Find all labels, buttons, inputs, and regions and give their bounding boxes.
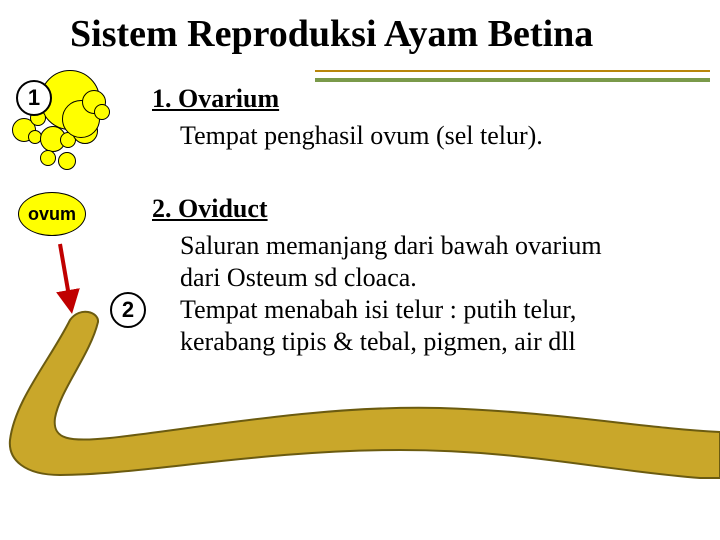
section2-heading: 2. Oviduct <box>152 194 268 224</box>
section2-line2: dari Osteum sd cloaca. <box>180 262 417 295</box>
callout-1-text: 1 <box>28 85 40 111</box>
page-title: Sistem Reproduksi Ayam Betina <box>70 12 593 56</box>
decorative-rule-bottom <box>315 78 710 82</box>
oviduct-shape <box>0 300 720 500</box>
ovum-label-text: ovum <box>28 204 76 224</box>
ovum-label: ovum <box>18 192 86 236</box>
section1-heading: 1. Ovarium <box>152 84 279 114</box>
follicle <box>40 150 56 166</box>
section1-body: Tempat penghasil ovum (sel telur). <box>180 120 543 153</box>
follicle <box>58 152 76 170</box>
section2-line1: Saluran memanjang dari bawah ovarium <box>180 230 602 263</box>
callout-1: 1 <box>16 80 52 116</box>
decorative-rule-top <box>315 70 710 72</box>
follicle <box>94 104 110 120</box>
